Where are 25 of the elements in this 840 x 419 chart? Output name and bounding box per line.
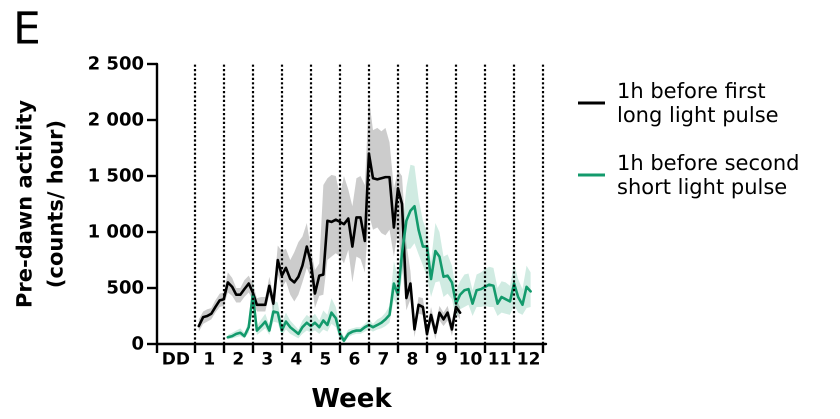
x-tick-label: 4 [290,350,302,370]
y-tick-label: 0 [131,334,144,354]
x-tick-label: 6 [348,350,360,370]
x-tick-label: 7 [378,350,390,370]
legend-label: 1h before first long light pulse [617,79,779,127]
x-tick-label: 5 [319,350,332,370]
x-tick-label: 2 [232,350,244,370]
y-tick-label: 1 500 [88,166,144,186]
x-tick-label: 1 [203,350,216,370]
x-tick-label: 12 [516,350,540,370]
y-axis-title: Pre-dawn activity (counts/ hour) [12,100,68,308]
line-series [226,204,532,342]
legend-label: 1h before second short light pulse [617,151,800,199]
x-tick-label: 3 [261,350,274,370]
x-axis-title: Week [311,384,392,414]
y-tick-label: 2 000 [88,110,144,130]
x-tick-label: 8 [406,350,418,370]
x-tick-label: 11 [488,350,512,370]
y-tick-label: 1 000 [88,222,144,242]
x-tick-label: 10 [458,350,483,370]
y-tick-label: 500 [106,278,144,298]
chart-title: E [13,4,41,54]
x-tick-label: 9 [436,350,448,370]
x-tick-label: DD [162,350,190,370]
y-tick-label: 2 500 [88,54,144,74]
